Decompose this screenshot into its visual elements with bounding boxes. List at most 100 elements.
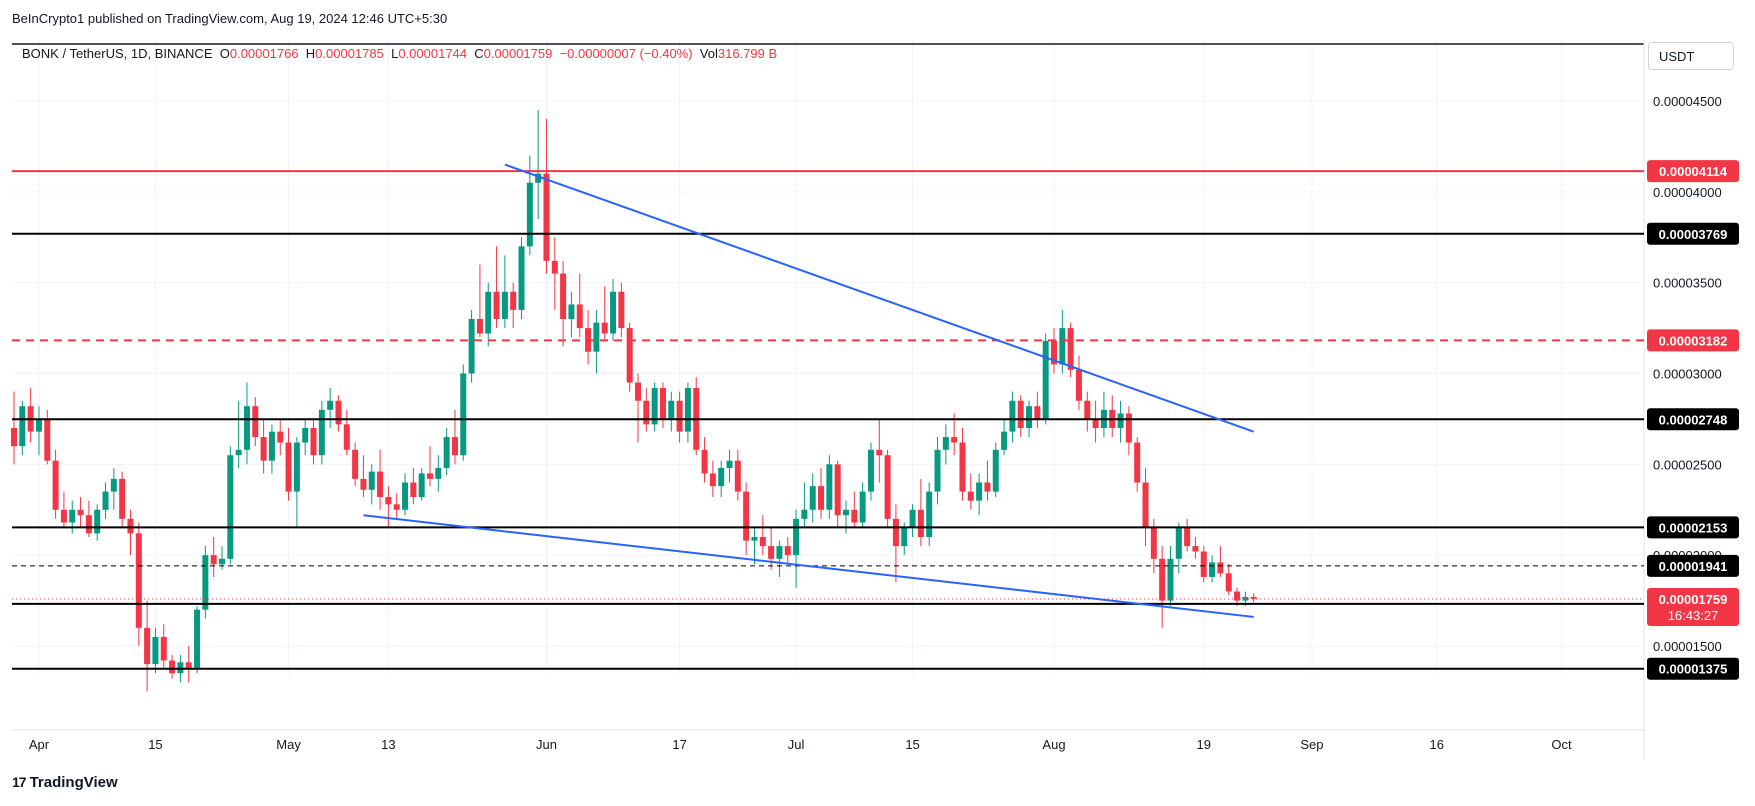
candle-body bbox=[243, 406, 250, 450]
candle-body bbox=[776, 546, 783, 559]
candle-body bbox=[377, 471, 384, 498]
candle-body bbox=[202, 555, 209, 610]
countdown-label: 16:43:27 bbox=[1668, 608, 1719, 623]
candle-body bbox=[501, 291, 508, 319]
candle-body bbox=[684, 388, 691, 432]
candle-body bbox=[751, 537, 758, 541]
y-tick-label: 0.00004500 bbox=[1653, 94, 1722, 109]
level-label-box bbox=[1647, 657, 1739, 680]
candle-body bbox=[219, 558, 225, 565]
candle-body bbox=[784, 546, 791, 556]
x-tick-label: 16 bbox=[1429, 737, 1443, 752]
currency-selector[interactable]: USDT bbox=[1648, 42, 1734, 70]
candle-body bbox=[418, 473, 425, 498]
candle-body bbox=[69, 509, 76, 523]
candle-body bbox=[901, 527, 908, 547]
candle-body bbox=[734, 460, 741, 492]
x-tick-label: Sep bbox=[1300, 737, 1323, 752]
candle-body bbox=[942, 437, 949, 450]
candle-body bbox=[867, 449, 874, 492]
open-value: 0.00001766 bbox=[229, 46, 299, 61]
candle-body bbox=[818, 486, 825, 510]
candle-body bbox=[35, 418, 42, 432]
candle-body bbox=[318, 409, 325, 456]
candle-body bbox=[119, 478, 126, 519]
candle-body bbox=[127, 518, 134, 534]
close-value: 0.00001759 bbox=[483, 46, 553, 61]
level-label: 0.00001941 bbox=[1659, 559, 1728, 574]
candle-body bbox=[485, 291, 492, 334]
candle-body bbox=[94, 509, 101, 534]
candle-body bbox=[451, 437, 458, 456]
candle-body bbox=[11, 428, 17, 447]
x-tick-label: Apr bbox=[29, 737, 50, 752]
candle-body bbox=[518, 246, 525, 310]
y-tick-label: 0.00004000 bbox=[1653, 185, 1722, 200]
candle-body bbox=[992, 449, 999, 492]
candle-body bbox=[144, 627, 151, 665]
candle-body bbox=[593, 322, 600, 352]
y-tick-label: 0.00002500 bbox=[1653, 457, 1722, 472]
candle-body bbox=[1167, 558, 1174, 601]
candle-body bbox=[510, 291, 517, 310]
candle-body bbox=[984, 482, 991, 492]
open-label: O bbox=[219, 46, 230, 61]
candle-body bbox=[402, 482, 409, 510]
symbol-label[interactable]: BONK / TetherUS, 1D, BINANCE bbox=[22, 46, 213, 61]
candle-body bbox=[543, 173, 550, 261]
candle-body bbox=[793, 518, 800, 556]
candle-body bbox=[917, 509, 924, 537]
candle-body bbox=[77, 509, 84, 516]
candle-body bbox=[1142, 482, 1149, 528]
candle-body bbox=[826, 464, 833, 510]
candle-body bbox=[468, 319, 475, 374]
candle-body bbox=[1175, 527, 1182, 559]
candle-body bbox=[1150, 527, 1157, 559]
candle-body bbox=[959, 442, 966, 492]
candle-body bbox=[1225, 573, 1232, 592]
candle-body bbox=[1192, 546, 1199, 552]
candle-body bbox=[1234, 591, 1241, 601]
candle-body bbox=[951, 437, 958, 443]
tradingview-logo-icon: 17 bbox=[12, 774, 27, 790]
candle-body bbox=[859, 491, 866, 523]
candle-body bbox=[635, 382, 641, 401]
candle-body bbox=[701, 449, 708, 474]
candle-body bbox=[1250, 596, 1257, 599]
level-label: 0.00002153 bbox=[1659, 520, 1728, 535]
candle-body bbox=[809, 486, 816, 510]
candle-body bbox=[19, 406, 26, 447]
x-tick-label: Oct bbox=[1551, 737, 1572, 752]
y-tick-label: 0.00003500 bbox=[1653, 276, 1722, 291]
level-label: 0.00001375 bbox=[1659, 662, 1728, 677]
candle-body bbox=[368, 471, 375, 490]
candle-body bbox=[892, 518, 899, 547]
level-label: 0.00002748 bbox=[1659, 412, 1728, 427]
current-price-box bbox=[1647, 587, 1739, 626]
tradingview-brand[interactable]: 17 TradingView bbox=[12, 774, 118, 791]
candle-body bbox=[1134, 442, 1141, 483]
candle-body bbox=[60, 509, 67, 523]
candle-body bbox=[443, 437, 450, 468]
trendline-lower bbox=[363, 514, 1254, 618]
candle-body bbox=[410, 482, 417, 498]
x-tick-label: May bbox=[276, 737, 301, 752]
candle-body bbox=[843, 509, 849, 516]
candle-body bbox=[709, 473, 716, 487]
candle-body bbox=[1009, 400, 1016, 432]
candle-body bbox=[310, 428, 317, 456]
level-label-box bbox=[1647, 222, 1739, 245]
publisher-line: BeInCrypto1 published on TradingView.com… bbox=[12, 11, 448, 26]
candle-body bbox=[1084, 400, 1091, 419]
candle-body bbox=[743, 491, 750, 541]
high-label: H bbox=[305, 46, 316, 61]
candle-body bbox=[759, 537, 766, 547]
candle-body bbox=[1125, 413, 1132, 443]
candle-body bbox=[1001, 431, 1008, 450]
candle-body bbox=[277, 431, 284, 443]
candle-body bbox=[210, 555, 217, 565]
candle-body bbox=[1026, 406, 1033, 428]
volume-label: Vol bbox=[699, 46, 718, 61]
level-label-box bbox=[1647, 329, 1739, 352]
